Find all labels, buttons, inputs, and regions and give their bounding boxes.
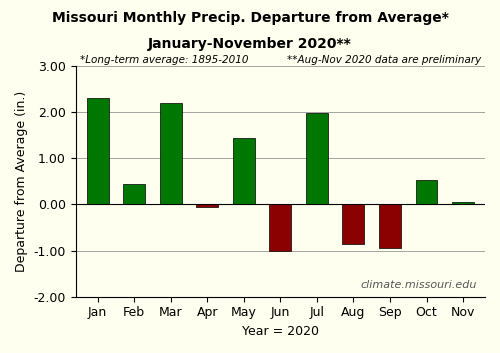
Text: climate.missouri.edu: climate.missouri.edu <box>360 280 477 290</box>
Bar <box>270 204 291 251</box>
Bar <box>342 204 364 244</box>
Bar <box>452 202 474 204</box>
Text: **Aug-Nov 2020 data are preliminary: **Aug-Nov 2020 data are preliminary <box>286 55 481 65</box>
Text: *Long-term average: 1895-2010: *Long-term average: 1895-2010 <box>80 55 248 65</box>
Bar <box>123 184 145 204</box>
Bar <box>306 113 328 204</box>
Bar <box>160 103 182 204</box>
Bar <box>379 204 401 248</box>
Text: January-November 2020**: January-November 2020** <box>148 37 352 51</box>
Bar <box>86 98 108 204</box>
Y-axis label: Departure from Average (in.): Departure from Average (in.) <box>15 91 28 272</box>
Bar <box>416 180 438 204</box>
Text: Missouri Monthly Precip. Departure from Average*: Missouri Monthly Precip. Departure from … <box>52 11 448 25</box>
Bar <box>196 204 218 207</box>
Bar <box>233 138 254 204</box>
X-axis label: Year = 2020: Year = 2020 <box>242 325 319 338</box>
